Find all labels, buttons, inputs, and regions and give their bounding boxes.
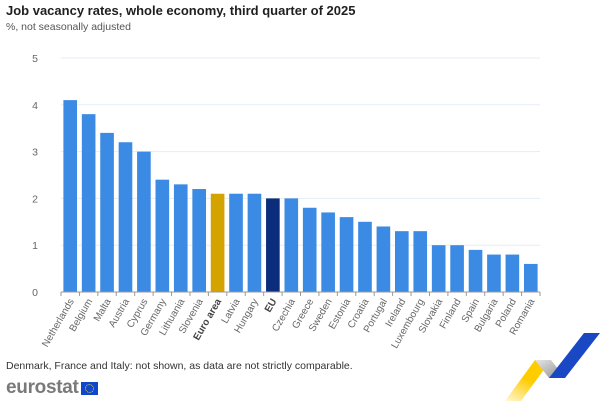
bar-belgium[interactable] (81, 114, 96, 292)
x-tick-label: EU (263, 297, 279, 315)
y-tick-label: 4 (32, 100, 38, 112)
bar-hungary[interactable] (247, 193, 262, 292)
bar-greece[interactable] (302, 207, 317, 292)
bar-lithuania[interactable] (173, 184, 188, 292)
bar-finland[interactable] (450, 245, 464, 292)
bar-eu[interactable] (266, 198, 280, 292)
y-tick-label: 0 (32, 287, 38, 299)
logo-text: eurostat (6, 377, 79, 398)
bar-netherlands[interactable] (63, 100, 78, 293)
bar-romania[interactable] (523, 263, 538, 292)
x-axis: NetherlandsBelgiumMaltaAustriaCyprusGerm… (40, 291, 541, 351)
bar-germany[interactable] (155, 179, 170, 292)
y-tick-label: 5 (32, 53, 38, 65)
bar-latvia[interactable] (229, 193, 243, 292)
bar-sweden[interactable] (321, 212, 335, 292)
bars (63, 100, 538, 293)
ribbon-decoration-icon (505, 333, 600, 401)
bar-luxembourg[interactable] (413, 231, 428, 292)
bar-czechia[interactable] (284, 198, 299, 292)
y-axis: 0 1 2 3 4 5 (32, 53, 38, 299)
gridlines (61, 57, 540, 246)
bar-ireland[interactable] (395, 231, 409, 292)
footnote: Denmark, France and Italy: not shown, as… (6, 360, 353, 372)
bar-chart: 0 1 2 3 4 5 NetherlandsBelgiumMaltaAustriaCyp… (32, 53, 541, 351)
bar-croatia[interactable] (358, 221, 372, 292)
bar-cyprus[interactable] (137, 151, 151, 292)
y-tick-label: 1 (32, 240, 38, 252)
bar-bulgaria[interactable] (487, 254, 501, 292)
bar-austria[interactable] (118, 142, 133, 292)
y-tick-label: 3 (32, 147, 38, 159)
chart-subtitle: %, not seasonally adjusted (6, 21, 131, 33)
bar-portugal[interactable] (376, 226, 391, 292)
eurostat-logo: eurostat (6, 377, 98, 399)
chart-title: Job vacancy rates, whole economy, third … (6, 3, 356, 18)
y-tick-label: 2 (32, 193, 38, 205)
bar-slovakia[interactable] (431, 245, 446, 292)
bar-euro-area[interactable] (210, 193, 225, 292)
bar-estonia[interactable] (339, 217, 354, 292)
bar-malta[interactable] (100, 132, 114, 292)
bar-slovenia[interactable] (192, 189, 206, 292)
bar-poland[interactable] (505, 254, 520, 292)
bar-spain[interactable] (468, 249, 483, 292)
eu-flag-icon (80, 381, 98, 395)
